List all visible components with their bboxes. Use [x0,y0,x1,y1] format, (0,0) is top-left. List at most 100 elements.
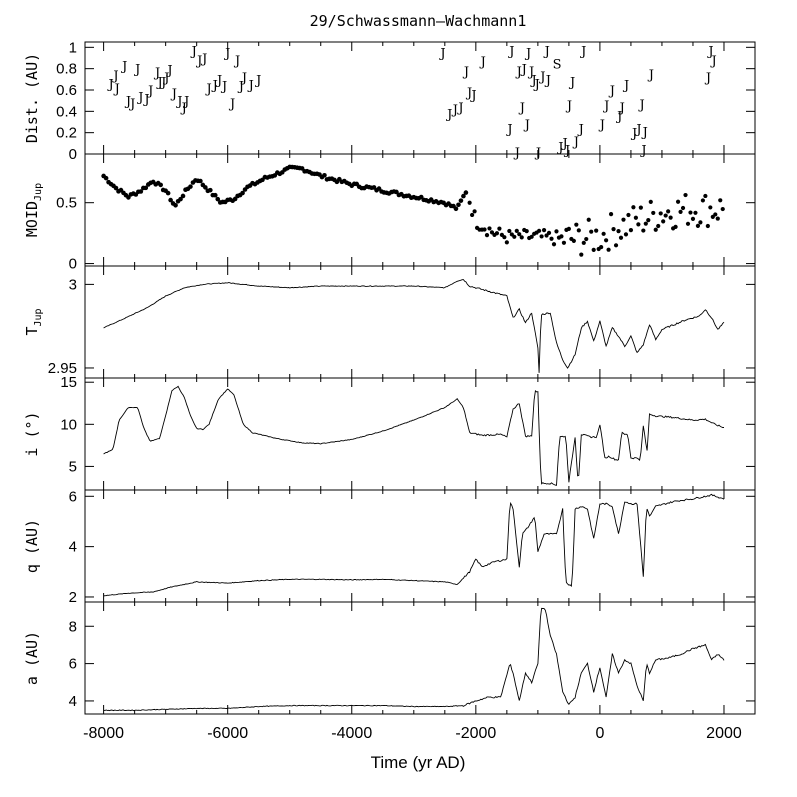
encounter-marker: J [165,64,172,79]
moid-point [507,228,512,234]
moid-point [633,215,638,220]
moid-point [544,233,549,238]
encounter-marker: J [622,79,629,94]
moid-point [458,198,464,203]
encounter-marker: J [507,45,514,60]
encounter-marker: J [155,75,162,90]
encounter-marker: J [465,86,472,101]
moid-point [666,209,671,214]
moid-point [661,219,666,224]
panel-a: 4 6 8 a (AU) -8000 -6000 -4000 -2000 0 2000 [23,601,756,742]
y-tick-label: 6 [69,656,77,673]
panel-frame-tjup [84,265,756,379]
moid-point [720,206,725,212]
chart-title: 29/Schwassmann–Wachmann1 [310,12,527,30]
moid-point [158,182,163,188]
y-tick-label: 0.8 [56,61,77,78]
moid-point [549,236,554,241]
encounter-marker: J [111,69,118,84]
moid-point [188,184,193,189]
encounter-marker: J [572,135,579,150]
y-tick-label: 2 [69,589,77,606]
encounter-marker: J [637,98,644,113]
moid-point [586,217,591,222]
encounter-marker: J [515,65,522,80]
y-tick-label: 10 [60,416,77,433]
y-axis-label-tjup: TJup [23,308,44,335]
encounter-marker: J [247,79,254,94]
encounter-marker: J [565,99,572,114]
y-axis-label-subscript: Jup [33,183,44,201]
encounter-marker: J [630,127,637,142]
moid-point [212,192,218,198]
moid-point [658,211,663,216]
moid-point [653,227,658,232]
encounter-marker: J [128,97,135,112]
encounter-marker: J [142,93,149,108]
encounter-marker: J [634,122,641,137]
x-tick-label: 2000 [706,725,742,742]
encounter-marker: J [598,118,605,133]
moid-point [554,229,559,234]
moid-point [675,199,681,204]
y-axis-label-incl: i (°) [23,411,41,456]
encounter-marker: J [220,80,227,95]
x-tick-label: -2000 [455,725,496,742]
moid-point [517,232,522,237]
encounter-marker: J [254,73,261,88]
moid-point [715,216,720,221]
x-tick-label: -4000 [331,725,372,742]
encounter-marker: J [215,73,222,88]
encounter-marker: J [513,146,520,161]
moid-point [646,218,651,223]
moid-point [546,230,552,235]
encounter-marker: J [534,146,541,161]
encounter-marker: J [204,82,211,97]
y-axis-label-subscript: Jup [33,308,44,326]
moid-point [628,227,634,233]
moid-point [703,193,708,199]
panel-tjup: 2.95 3 TJup [23,265,756,379]
moid-point [678,209,683,214]
encounter-marker: J [479,55,486,70]
moid-point [168,197,173,203]
moid-point [461,193,466,199]
moid-point [539,234,544,239]
moid-point [463,190,469,195]
y-tick-label: 4 [69,539,77,556]
encounter-marker: J [518,101,525,116]
series-line-q [103,493,725,597]
y-tick-label: 0.4 [56,103,77,120]
moid-point [512,234,517,239]
encounter-marker: J [563,144,570,159]
moid-point [504,240,509,245]
encounter-marker: J [233,54,240,69]
moid-point [688,210,693,215]
moid-point [537,228,542,233]
x-tick-label: -6000 [207,725,248,742]
y-axis-label-moid: MOIDJup [23,183,44,237]
moid-point [641,228,646,233]
encounter-marker: J [445,107,452,122]
encounter-marker: J [456,101,463,116]
moid-point [138,189,144,194]
moid-point [663,213,668,218]
moid-point [514,228,519,233]
y-tick-label: 4 [69,693,77,710]
y-tick-label: 3 [69,276,77,293]
moid-point [713,212,718,217]
encounter-marker: J [451,103,458,118]
moid-point [165,190,171,196]
encounter-marker: J [544,73,551,88]
moid-point [215,196,221,202]
moid-point [497,226,502,231]
moid-point [656,223,661,229]
y-tick-label: 0 [69,146,77,163]
moid-point [467,200,472,205]
y-tick-label: 15 [60,374,77,391]
panel-moid: 0 0.5 MOIDJup [23,153,756,273]
moid-point [581,240,586,245]
encounter-marker: J [608,84,615,99]
moid-point [494,231,500,236]
